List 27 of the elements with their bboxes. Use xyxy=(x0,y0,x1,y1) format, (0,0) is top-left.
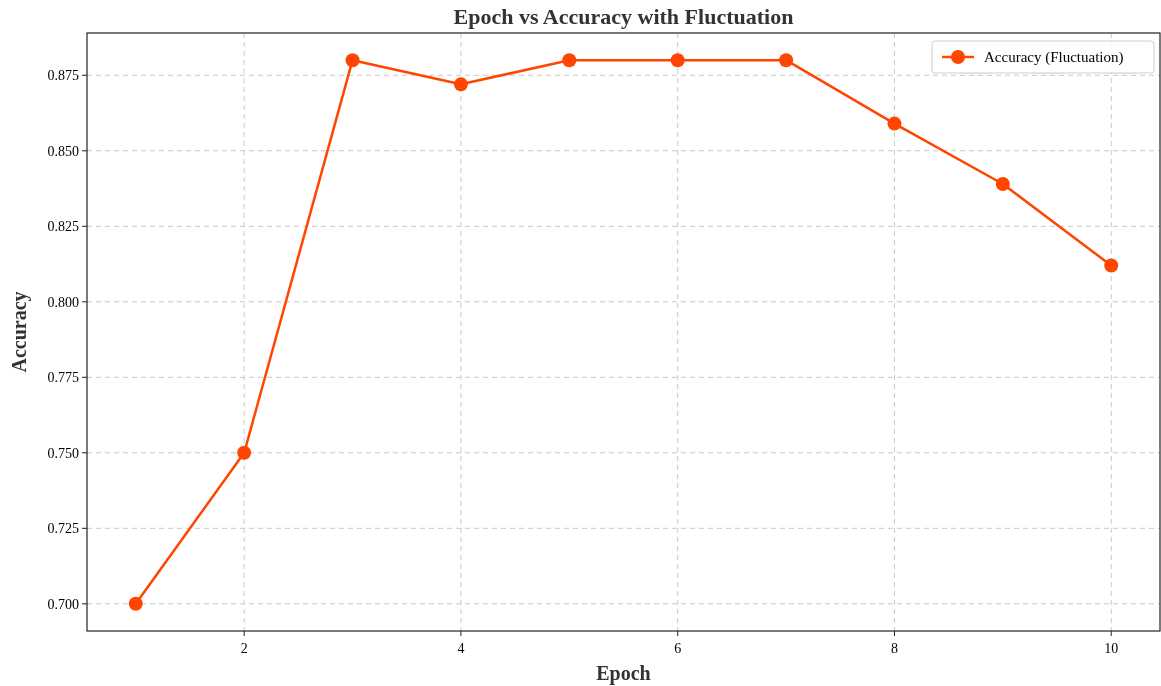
point xyxy=(562,53,577,68)
y-tick-label: 0.850 xyxy=(47,143,79,159)
y-tick-label: 0.750 xyxy=(47,445,79,461)
x-tick-label: 6 xyxy=(674,641,682,656)
point xyxy=(779,53,794,68)
point xyxy=(128,596,143,611)
y-axis-title: Accuracy xyxy=(8,291,31,373)
y-tick-label: 0.725 xyxy=(47,521,79,537)
legend-label: Accuracy (Fluctuation) xyxy=(984,49,1124,67)
x-tick-label: 8 xyxy=(890,641,898,656)
point xyxy=(237,445,252,460)
y-tick-label: 0.700 xyxy=(47,596,79,612)
y-tick-label: 0.800 xyxy=(47,294,79,310)
x-tick-label: 2 xyxy=(240,641,248,656)
x-tick-label: 10 xyxy=(1104,641,1119,656)
point xyxy=(1104,258,1119,273)
point xyxy=(670,53,685,68)
y-tick-label: 0.775 xyxy=(47,370,79,386)
point xyxy=(887,116,902,131)
chart-title: Epoch vs Accuracy with Fluctuation xyxy=(453,4,794,29)
point xyxy=(995,177,1010,191)
x-axis-title: Epoch xyxy=(596,662,651,685)
point xyxy=(453,77,468,92)
x-tick-label: 4 xyxy=(457,641,465,656)
point xyxy=(345,53,360,68)
y-tick-label: 0.825 xyxy=(47,219,79,235)
y-tick-label: 0.875 xyxy=(47,68,79,84)
